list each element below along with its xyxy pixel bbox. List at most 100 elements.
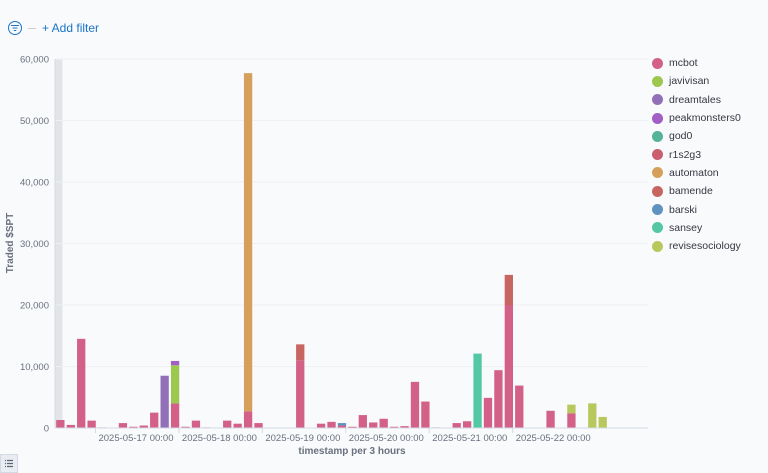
y-tick-label: 60,000: [20, 55, 49, 66]
legend-item-bamende[interactable]: bamende: [652, 182, 741, 200]
bar-segment-mcbot[interactable]: [327, 421, 336, 428]
bar-segment-mcbot[interactable]: [483, 397, 493, 428]
legend-label: r1s2g3: [669, 148, 702, 161]
y-tick-label: 20,000: [20, 301, 49, 312]
legend-item-mcbot[interactable]: mcbot: [652, 54, 741, 72]
legend-item-dreamtales[interactable]: dreamtales: [652, 91, 741, 109]
bar-segment-revisesociology[interactable]: [567, 404, 576, 414]
bar-segment-automaton[interactable]: [243, 73, 253, 412]
bar-segment-bamende[interactable]: [296, 344, 305, 361]
bar-segment-mcbot[interactable]: [515, 385, 524, 428]
legend-item-barski[interactable]: barski: [652, 200, 741, 218]
bar-segment-bamende[interactable]: [504, 274, 513, 305]
legend-color-dot: [652, 204, 663, 216]
chart-grid: [55, 58, 648, 428]
bar-segment-mcbot[interactable]: [118, 423, 128, 428]
y-tick-label: 30,000: [20, 239, 49, 250]
legend-item-r1s2g3[interactable]: r1s2g3: [652, 145, 741, 163]
legend-color-dot: [652, 240, 663, 252]
bar-segment-mcbot[interactable]: [567, 413, 576, 428]
bar-segment-mcbot[interactable]: [181, 426, 190, 428]
bar-segment-sansey[interactable]: [473, 353, 482, 428]
legend-color-dot: [652, 130, 663, 142]
bar-segment-mcbot[interactable]: [421, 401, 430, 428]
x-tick-label: 2025-05-20 00:00: [349, 433, 424, 444]
legend-label: javivisan: [669, 75, 710, 88]
y-tick-label: 40,000: [20, 178, 49, 189]
bar-segment-mcbot[interactable]: [504, 305, 513, 428]
bar-segment-mcbot[interactable]: [337, 425, 347, 428]
bar-segment-mcbot[interactable]: [410, 381, 420, 428]
legend-label: sansey: [669, 221, 703, 234]
legend-color-dot: [652, 185, 663, 197]
chart-axes: 0 10,000 20,000 30,000 40,000 50,000 60,000 202…: [20, 55, 648, 444]
bar-segment-mcbot[interactable]: [452, 423, 461, 428]
list-icon: [5, 459, 13, 468]
y-axis-label: Traded $SPT: [5, 213, 16, 274]
bar-segment-mcbot[interactable]: [56, 420, 65, 428]
legend-color-dot: [652, 94, 663, 106]
bar-segment-mcbot[interactable]: [389, 426, 399, 428]
legend-label: peakmonsters0: [669, 112, 741, 125]
bar-segment-mcbot[interactable]: [296, 360, 305, 428]
bar-segment-revisesociology[interactable]: [598, 416, 607, 428]
bar-segment-barski[interactable]: [337, 423, 347, 426]
bar-segment-mcbot[interactable]: [77, 338, 86, 428]
bar-segment-mcbot[interactable]: [243, 411, 253, 428]
bar-segment-mcbot[interactable]: [170, 403, 180, 428]
legend-label: revisesociology: [669, 240, 741, 253]
bar-segment-mcbot[interactable]: [400, 426, 409, 428]
legend-label: barski: [669, 203, 698, 216]
legend-color-dot: [652, 167, 663, 179]
x-axis-label: timestamp per 3 hours: [298, 446, 406, 457]
x-tick-label: 2025-05-21 00:00: [432, 433, 507, 444]
filter-icon[interactable]: [8, 21, 22, 35]
bar-segment-mcbot[interactable]: [379, 418, 388, 428]
legend-item-god0[interactable]: god0: [652, 127, 741, 145]
bar-segment-mcbot[interactable]: [191, 420, 201, 428]
bar-segment-mcbot[interactable]: [358, 415, 367, 428]
legend-item-peakmonsters0[interactable]: peakmonsters0: [652, 109, 741, 127]
legend-color-dot: [652, 222, 663, 234]
chart-bars: [56, 73, 607, 429]
x-tick-label: 2025-05-22 00:00: [516, 433, 591, 444]
legend-color-dot: [652, 149, 663, 161]
bar-segment-mcbot[interactable]: [87, 420, 96, 428]
legend-item-javivisan[interactable]: javivisan: [652, 72, 741, 90]
y-tick-label: 10,000: [20, 362, 49, 373]
bar-segment-mcbot[interactable]: [462, 421, 472, 428]
legend-label: mcbot: [669, 57, 698, 70]
bar-segment-javivisan[interactable]: [170, 365, 180, 404]
list-view-button[interactable]: [0, 454, 18, 473]
bar-segment-mcbot[interactable]: [129, 426, 138, 428]
legend-label: automaton: [669, 166, 719, 179]
x-tick-label: 2025-05-19 00:00: [265, 433, 340, 444]
bar-segment-mcbot[interactable]: [494, 370, 503, 428]
bar-segment-mcbot[interactable]: [348, 426, 357, 428]
bar-segment-mcbot[interactable]: [233, 423, 242, 428]
add-filter-button[interactable]: + Add filter: [42, 21, 100, 35]
legend-item-sansey[interactable]: sansey: [652, 219, 741, 237]
filter-separator: [28, 27, 36, 29]
legend-color-dot: [652, 112, 663, 124]
bar-segment-dreamtales[interactable]: [160, 375, 169, 428]
legend-color-dot: [652, 57, 663, 69]
bar-segment-mcbot[interactable]: [150, 412, 159, 428]
bar-segment-peakmonsters0[interactable]: [170, 360, 180, 366]
legend-item-revisesociology[interactable]: revisesociology: [652, 237, 741, 255]
x-tick-label: 2025-05-18 00:00: [182, 433, 257, 444]
bar-segment-mcbot[interactable]: [66, 424, 75, 428]
x-tick-label: 2025-05-17 00:00: [98, 433, 173, 444]
bar-segment-mcbot[interactable]: [223, 420, 232, 428]
filter-bar: + Add filter: [8, 18, 99, 38]
legend-item-automaton[interactable]: automaton: [652, 164, 741, 182]
bar-segment-revisesociology[interactable]: [588, 403, 597, 428]
y-tick-label: 0: [44, 424, 49, 435]
bar-segment-mcbot[interactable]: [316, 423, 326, 428]
bar-segment-mcbot[interactable]: [254, 423, 263, 428]
bar-segment-mcbot[interactable]: [369, 422, 378, 428]
bar-segment-mcbot[interactable]: [546, 410, 555, 428]
bar-segment-mcbot[interactable]: [139, 425, 148, 428]
chart-legend: mcbot javivisan dreamtales peakmonsters0 god…: [652, 54, 741, 255]
legend-label: dreamtales: [669, 93, 721, 106]
